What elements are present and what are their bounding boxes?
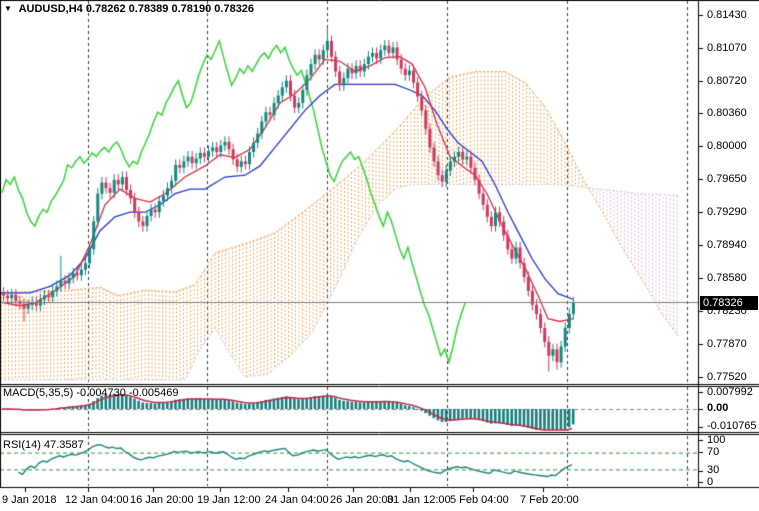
time-tick-label: 7 Feb 20:00 <box>520 494 579 506</box>
time-tick-label: 19 Jan 12:00 <box>197 494 261 506</box>
price-tick-label: 0.77520 <box>707 371 747 383</box>
price-tick-label: 0.78940 <box>707 239 747 251</box>
time-tick-label: 26 Jan 20:00 <box>330 494 394 506</box>
current-price-badge: 0.78326 <box>700 296 758 310</box>
macd-axis-min: -0.010765 <box>707 420 757 432</box>
price-tick-label: 0.81430 <box>707 9 747 21</box>
time-tick-label: 31 Jan 12:00 <box>387 494 451 506</box>
price-tick-label: 0.77870 <box>707 338 747 350</box>
price-tick-label: 0.80360 <box>707 107 747 119</box>
macd-axis-max: 0.007992 <box>707 386 753 398</box>
time-tick-label: 5 Feb 04:00 <box>450 494 509 506</box>
macd-values: -0.004730 -0.005469 <box>76 387 179 399</box>
price-tick-label: 0.78580 <box>707 272 747 284</box>
price-tick-label: 0.79290 <box>707 206 747 218</box>
rsi-axis-0: 0 <box>707 476 714 488</box>
time-tick-label: 16 Jan 20:00 <box>130 494 194 506</box>
price-tick-label: 0.80000 <box>707 140 747 152</box>
macd-label: MACD(5,35,5) -0.004730 -0.005469 <box>3 387 179 399</box>
macd-name: MACD(5,35,5) <box>3 387 74 399</box>
rsi-axis-100: 100 <box>707 434 726 446</box>
macd-axis-zero: 0.00 <box>707 402 729 414</box>
symbol-dropdown-icon[interactable]: ▼ <box>4 4 12 13</box>
time-tick-label: 9 Jan 2018 <box>2 494 57 506</box>
time-tick-label: 24 Jan 04:00 <box>265 494 329 506</box>
rsi-axis-70: 70 <box>707 446 720 458</box>
symbol-timeframe: AUDUSD,H4 <box>18 3 83 15</box>
rsi-value: 47.3587 <box>43 439 84 451</box>
ohlc-values: 0.78262 0.78389 0.78190 0.78326 <box>85 3 255 15</box>
price-tick-label: 0.81070 <box>707 42 747 54</box>
price-tick-label: 0.79650 <box>707 173 747 185</box>
rsi-name: RSI(14) <box>3 439 41 451</box>
time-tick-label: 12 Jan 04:00 <box>65 494 129 506</box>
rsi-axis-30: 30 <box>707 464 720 476</box>
price-tick-label: 0.80720 <box>707 75 747 87</box>
rsi-label: RSI(14) 47.3587 <box>3 439 84 451</box>
chart-title: ▼ AUDUSD,H4 0.78262 0.78389 0.78190 0.78… <box>4 3 254 15</box>
